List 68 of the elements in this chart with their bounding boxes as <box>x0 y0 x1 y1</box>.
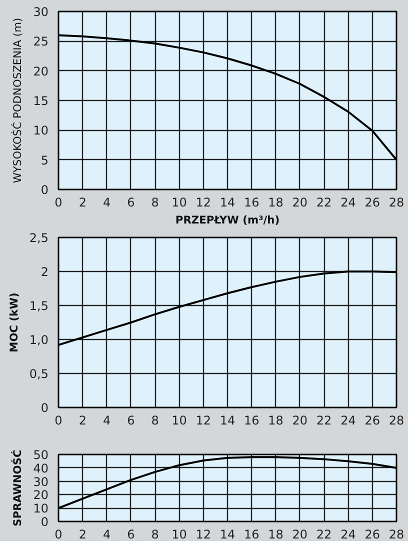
y-tick-label: 50 <box>33 448 49 462</box>
x-tick-label: 22 <box>316 414 332 428</box>
x-tick-label: 26 <box>364 414 380 428</box>
y-tick-label: 0 <box>40 183 49 197</box>
y-tick-label: 30 <box>33 474 49 489</box>
y-tick-label: 40 <box>33 461 49 476</box>
x-tick-label: 8 <box>151 414 159 428</box>
x-tick-label: 14 <box>220 196 236 210</box>
x-tick-label: 6 <box>127 196 135 210</box>
y-tick-label: 0 <box>40 515 49 529</box>
x-tick-label: 14 <box>220 528 236 542</box>
x-tick-label: 10 <box>172 528 187 542</box>
x-tick-label: 24 <box>340 528 356 542</box>
x-tick-label: 4 <box>102 414 111 428</box>
x-tick-label: 28 <box>388 414 404 428</box>
x-tick-label: 20 <box>292 528 308 542</box>
x-tick-label: 12 <box>196 196 212 210</box>
x-tick-label: 22 <box>316 196 332 210</box>
y-tick-label: 10 <box>33 502 49 516</box>
x-tick-label: 12 <box>196 414 212 428</box>
y-tick-label: 20 <box>33 488 49 502</box>
x-tick-label: 16 <box>244 528 260 542</box>
x-tick-label: 8 <box>151 196 159 210</box>
x-tick-label: 12 <box>196 528 212 542</box>
x-tick-label: 6 <box>127 414 135 428</box>
x-tick-label: 20 <box>292 196 308 210</box>
y-tick-label: 2 <box>40 265 49 279</box>
y-tick-label: 2,5 <box>29 231 49 245</box>
y-tick-label: 1,0 <box>29 333 49 347</box>
y-axis-title: MOC (kW) <box>7 292 20 352</box>
y-tick-label: 5 <box>40 153 49 168</box>
x-tick-label: 28 <box>388 196 404 210</box>
x-tick-label: 0 <box>54 196 62 210</box>
x-tick-label: 0 <box>54 528 62 542</box>
x-tick-label: 26 <box>364 196 380 210</box>
y-tick-label: 30 <box>33 5 49 19</box>
x-tick-label: 4 <box>102 528 111 542</box>
x-tick-label: 6 <box>127 528 135 542</box>
x-tick-label: 22 <box>316 528 332 542</box>
x-tick-label: 0 <box>54 414 62 428</box>
x-tick-label: 10 <box>172 414 187 428</box>
x-axis-title: PRZEPŁYW (m³/h) <box>175 214 280 226</box>
x-tick-label: 2 <box>78 196 86 210</box>
y-axis-title: WYSOKOŚĆ PODNOSZENIA (m) <box>11 18 24 184</box>
x-tick-label: 18 <box>268 528 284 542</box>
x-tick-label: 10 <box>172 196 187 210</box>
x-tick-label: 2 <box>78 528 86 542</box>
x-tick-label: 4 <box>102 196 111 210</box>
x-tick-label: 18 <box>268 414 284 428</box>
y-tick-label: 0 <box>40 401 49 415</box>
x-tick-label: 18 <box>268 196 284 210</box>
x-tick-label: 14 <box>220 414 236 428</box>
y-tick-label: 25 <box>33 34 49 49</box>
x-tick-label: 16 <box>244 196 260 210</box>
y-tick-label: 10 <box>33 124 49 138</box>
x-tick-label: 8 <box>151 528 159 542</box>
x-tick-label: 16 <box>244 414 260 428</box>
x-tick-label: 24 <box>340 196 356 210</box>
x-tick-label: 24 <box>340 414 356 428</box>
x-tick-label: 2 <box>78 414 86 428</box>
x-tick-label: 28 <box>388 528 404 542</box>
x-tick-label: 26 <box>364 528 380 542</box>
y-axis-title: SPRAWNOŚĆ <box>11 449 24 526</box>
y-tick-label: 1,5 <box>29 299 49 313</box>
y-tick-label: 0,5 <box>29 367 49 381</box>
y-tick-label: 15 <box>33 94 49 108</box>
y-tick-label: 20 <box>33 64 49 78</box>
x-tick-label: 20 <box>292 414 308 428</box>
